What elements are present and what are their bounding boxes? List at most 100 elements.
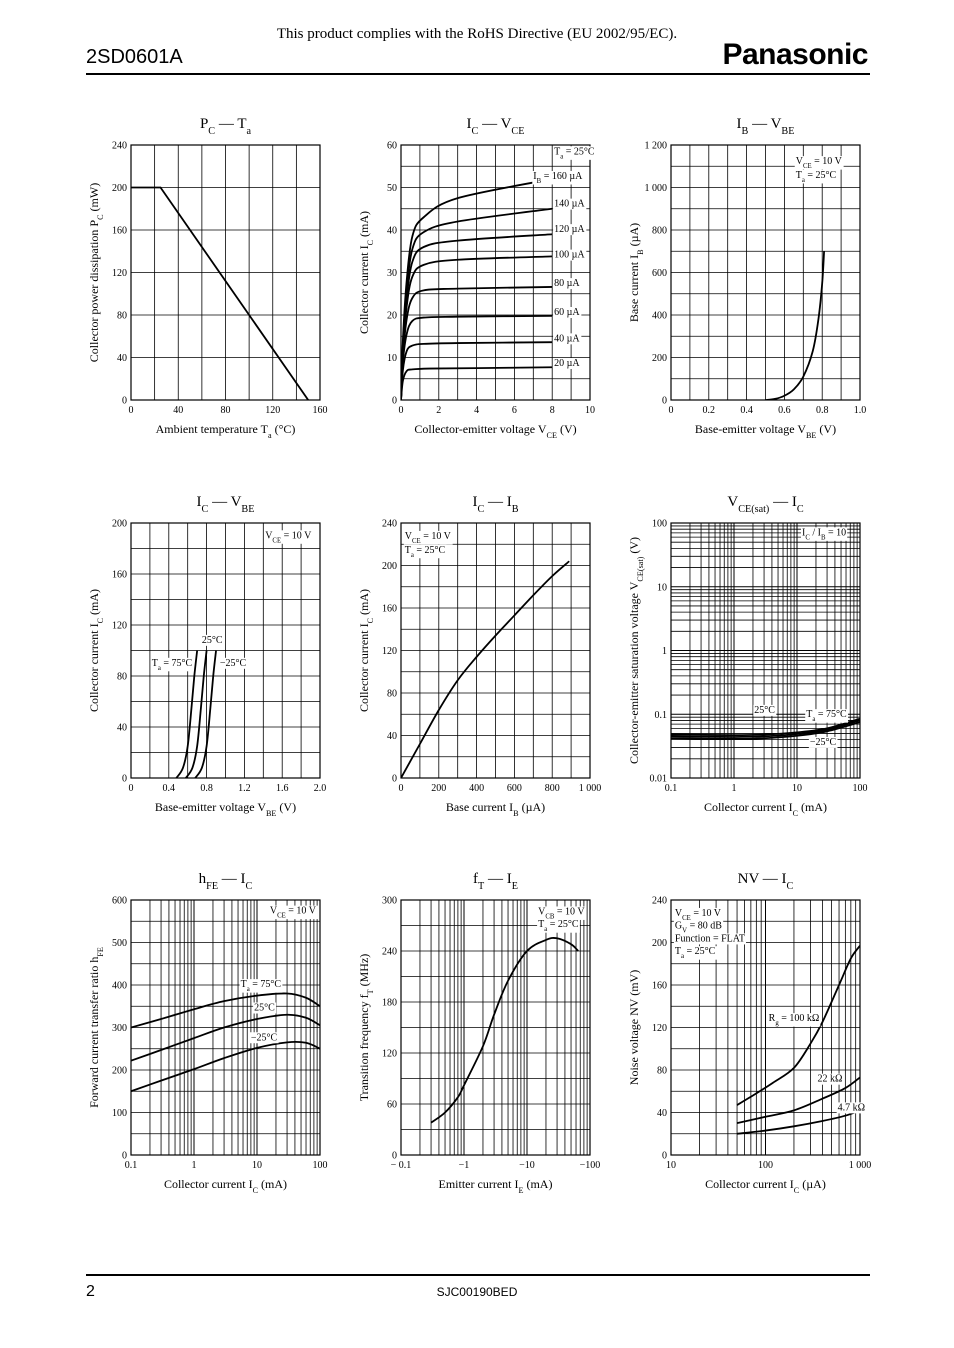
- chart-annotation: −25°C: [251, 1032, 278, 1043]
- annotation-bg: [403, 544, 447, 559]
- series-line: [175, 650, 199, 778]
- chart-annotation: Function = FLAT: [675, 933, 745, 944]
- y-tick-label: 120: [652, 1023, 667, 1034]
- x-tick-label: 0: [669, 405, 674, 416]
- annotation-bg: [553, 249, 587, 261]
- chart-annotation: 22 kΩ: [817, 1074, 842, 1085]
- x-tick-label: 0: [399, 405, 404, 416]
- x-tick-label: 1: [732, 783, 737, 794]
- y-axis-label: Base current IB (µA): [627, 223, 645, 322]
- y-tick-label: 200: [652, 353, 667, 364]
- chart-pc_ta: 0 40 80 120 160 0 40 80 120 160 200 240 PC — Ta Ambie…: [87, 116, 328, 440]
- y-tick-label: 600: [652, 268, 667, 279]
- annotation-bg: [794, 169, 838, 184]
- x-axis-label: Collector-emitter voltage VCE (V): [414, 422, 576, 440]
- chart-annotation: 25°C: [202, 635, 223, 646]
- chart-annotation: Ta = 75°C: [806, 709, 847, 723]
- chart-annotation: 40 µA: [554, 333, 580, 344]
- x-tick-label: −100: [580, 1160, 601, 1171]
- x-tick-label: 10: [792, 783, 802, 794]
- chart-ic_vce: 0 2 4 6 8 10 0 10 20 30 40 50 60 IC — VCE Collector-em…: [357, 116, 596, 440]
- chart-annotation: Ta = 25°C: [538, 919, 579, 933]
- y-tick-label: 300: [112, 1023, 127, 1034]
- x-tick-label: 10: [666, 1160, 676, 1171]
- annotation-bg: [836, 1102, 867, 1114]
- y-tick-label: 30: [387, 268, 397, 279]
- y-tick-label: 10: [387, 353, 397, 364]
- x-tick-label: 160: [313, 405, 328, 416]
- y-tick-label: 80: [657, 1066, 667, 1077]
- plot-frame: [130, 522, 321, 779]
- chart-annotation: 25°C: [254, 1003, 275, 1014]
- x-tick-label: 0.2: [703, 405, 716, 416]
- x-axis-label: Collector current IC (mA): [164, 1177, 287, 1195]
- y-tick-label: 80: [117, 311, 127, 322]
- series-line: [430, 937, 579, 1124]
- y-tick-label: 1: [662, 646, 667, 657]
- annotation-bg: [253, 1002, 277, 1014]
- chart-title: IC — IB: [472, 494, 518, 515]
- part-number: 2SD0601A: [86, 46, 183, 68]
- chart-annotation: 4.7 kΩ: [838, 1102, 865, 1113]
- chart-annotation: −25°C: [220, 658, 247, 669]
- chart-annotation: 120 µA: [554, 224, 585, 235]
- x-tick-label: 120: [265, 405, 280, 416]
- series-line: [671, 717, 860, 737]
- y-tick-label: 0: [662, 1151, 667, 1162]
- y-tick-label: 120: [382, 1049, 397, 1060]
- chart-ic_vbe: 0 0.4 0.8 1.2 1.6 2.0 0 40 80 120 160 200 IC — VBE Ba…: [87, 494, 326, 818]
- chart-title: PC — Ta: [200, 116, 252, 137]
- y-axis-label: Collector current IC (mA): [357, 211, 375, 334]
- series-line: [671, 721, 860, 740]
- annotation-bg: [767, 1013, 821, 1027]
- y-tick-label: 60: [387, 141, 397, 152]
- y-tick-label: 120: [382, 646, 397, 657]
- plot-frame: [400, 899, 591, 1156]
- x-tick-label: 2.0: [314, 783, 327, 794]
- annotation-bg: [800, 527, 848, 541]
- y-axis-label: Forward current transfer ratio hFE: [87, 947, 105, 1108]
- x-tick-label: 1.6: [276, 783, 289, 794]
- chart-annotation: VCB = 10 V: [538, 906, 585, 920]
- chart-title: hFE — IC: [199, 871, 253, 892]
- y-tick-label: 200: [382, 561, 397, 572]
- chart-ib_vbe: 0 0.2 0.4 0.6 0.8 1.0 0 200 400 600 800 1 000 1 200 I…: [627, 116, 866, 440]
- y-tick-label: 160: [652, 981, 667, 992]
- series-line: [194, 650, 217, 778]
- y-tick-label: 200: [652, 938, 667, 949]
- x-tick-label: 8: [550, 405, 555, 416]
- x-tick-label: 10: [585, 405, 595, 416]
- brand-logo: Panasonic: [722, 38, 868, 71]
- chart-annotation: Ta = 75°C: [152, 658, 193, 672]
- x-tick-label: 0: [129, 405, 134, 416]
- annotation-bg: [673, 933, 747, 945]
- chart-annotation: IC / IB = 10: [802, 527, 846, 541]
- chart-annotation: 60 µA: [554, 307, 580, 318]
- x-tick-label: −1: [459, 1160, 470, 1171]
- chart-title: VCE(sat) — IC: [727, 494, 803, 515]
- y-tick-label: 40: [657, 1108, 667, 1119]
- annotation-bg: [673, 946, 717, 960]
- y-tick-label: 240: [112, 141, 127, 152]
- series-line: [401, 178, 553, 400]
- y-tick-label: 120: [112, 621, 127, 632]
- annotation-bg: [264, 530, 314, 544]
- y-tick-label: 400: [112, 981, 127, 992]
- annotation-bg: [553, 278, 582, 290]
- y-tick-label: 600: [112, 896, 127, 907]
- footer-divider: [86, 1274, 870, 1276]
- annotation-bg: [553, 146, 596, 160]
- annotation-bg: [553, 358, 582, 369]
- series-line: [736, 1076, 860, 1125]
- plot-frame: [400, 144, 591, 401]
- y-tick-label: 240: [652, 896, 667, 907]
- chart-annotation: 80 µA: [554, 278, 580, 289]
- y-tick-label: 400: [652, 311, 667, 322]
- x-axis-label: Collector current IC (mA): [704, 800, 827, 818]
- y-tick-label: 50: [387, 183, 397, 194]
- y-tick-label: 0: [122, 1151, 127, 1162]
- annotation-bg: [403, 530, 453, 545]
- chart-annotation: GV = 80 dB: [675, 921, 722, 935]
- chart-ft_ie: − 0.1 −1 −10 −100 0 60 120 180 240 300 fT — IE Emit…: [357, 871, 600, 1195]
